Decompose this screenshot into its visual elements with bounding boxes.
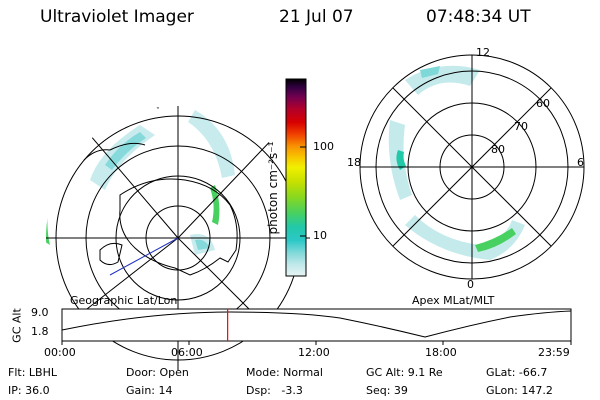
info-ip: IP: 36.0 — [8, 384, 50, 397]
colorbar-unit-label: photon cm⁻²s⁻¹ — [266, 141, 280, 235]
apex-map-label: Apex MLat/MLT — [412, 294, 495, 307]
apex-grid — [359, 54, 585, 280]
apex-lat-70: 70 — [514, 120, 528, 133]
info-glon: GLon: 147.2 — [486, 384, 553, 397]
observation-date: 21 Jul 07 — [279, 7, 354, 27]
info-door: Door: Open — [126, 366, 189, 379]
altitude-xtick-12: 12:00 — [298, 346, 330, 359]
altitude-curve — [61, 310, 572, 338]
info-seq: Seq: 39 — [366, 384, 408, 397]
apex-mlt-18: 18 — [347, 156, 361, 169]
apex-mlt-0: 0 — [467, 278, 474, 291]
observation-time: 07:48:34 UT — [426, 7, 531, 27]
altitude-xtick-6: 06:00 — [171, 346, 203, 359]
altitude-plot-frame — [61, 308, 572, 342]
info-gain: Gain: 14 — [126, 384, 173, 397]
altitude-xtick-18: 18:00 — [425, 346, 457, 359]
altitude-ytick-9: 9.0 — [31, 306, 49, 319]
info-glat: GLat: -66.7 — [486, 366, 548, 379]
apex-lat-60: 60 — [536, 97, 550, 110]
colorbar-tick-10: 10 — [313, 229, 327, 242]
apex-lat-80: 80 — [491, 143, 505, 156]
altitude-ylabel: GC Alt — [10, 308, 24, 343]
altitude-xtick-end: 23:59 — [538, 346, 570, 359]
altitude-ytick-1.8: 1.8 — [31, 325, 49, 338]
info-dsp: Dsp: -3.3 — [246, 384, 303, 397]
apex-mlt-6: 6 — [577, 156, 584, 169]
colorbar-tick-100: 100 — [313, 140, 334, 153]
instrument-title: Ultraviolet Imager — [40, 7, 194, 27]
colorbar — [285, 78, 307, 277]
altitude-xtick-0: 00:00 — [44, 346, 76, 359]
info-gc-alt: GC Alt: 9.1 Re — [366, 366, 443, 379]
info-mode: Mode: Normal — [246, 366, 323, 379]
info-filter: Flt: LBHL — [8, 366, 57, 379]
geo-map-label: Geographic Lat/Lon — [70, 294, 178, 307]
apex-mlt-12: 12 — [476, 46, 490, 59]
